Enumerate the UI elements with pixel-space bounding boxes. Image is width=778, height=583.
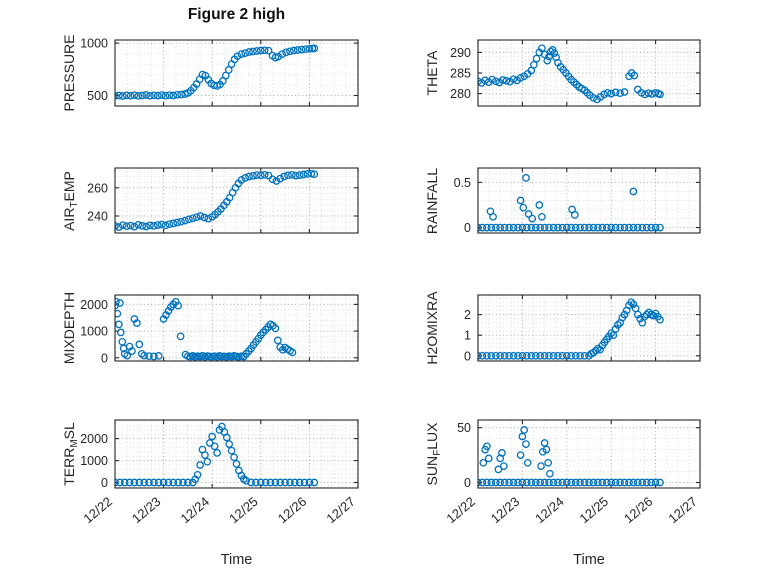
svg-text:1000: 1000	[80, 37, 108, 51]
svg-text:260: 260	[87, 181, 108, 195]
svg-text:500: 500	[87, 89, 108, 103]
svg-text:280: 280	[450, 87, 471, 101]
h2omixra-plot: 0 1 2	[464, 294, 701, 363]
subplot-pressure: 500 1000 PRESSURE	[53, 32, 382, 116]
theta-plot: 280 285 290	[450, 39, 701, 107]
svg-text:12/27: 12/27	[323, 494, 358, 526]
svg-text:12/22: 12/22	[443, 494, 478, 526]
svg-text:0: 0	[464, 349, 471, 363]
rainfall-plot: 00.5	[454, 167, 701, 235]
mixdepth-plot: 0 1000 2000	[80, 294, 359, 365]
svg-text:1: 1	[464, 329, 471, 343]
terr-msl-plot: 12/22 12/23 12/24 12/25 12/26 12/27 0 1000 2000	[80, 419, 359, 526]
svg-text:1000: 1000	[80, 325, 108, 339]
ylabel-sun-flux: SUNFLUX	[424, 422, 443, 486]
svg-text:12/26: 12/26	[621, 494, 656, 526]
svg-text:12/23: 12/23	[129, 494, 164, 526]
figure-title: Figure 2 high	[187, 6, 286, 23]
svg-text:0.5: 0.5	[454, 176, 471, 190]
sun-flux-plot: 12/22 12/23 12/24 12/25 12/26 12/27 0 50	[443, 419, 701, 526]
x-axis-label-right: Time	[573, 552, 605, 568]
subplot-terr-msl: 12/22 12/23 12/24 12/25 12/26 12/27 0 1000 2000 …	[53, 412, 382, 560]
svg-text:50: 50	[457, 421, 471, 435]
svg-text:12/27: 12/27	[665, 494, 700, 526]
subplot-rainfall: 0 0.5 RAINFALL	[416, 160, 724, 243]
svg-text:240: 240	[87, 210, 108, 224]
svg-text:0: 0	[464, 221, 471, 235]
svg-text:12/25: 12/25	[226, 494, 261, 526]
subplot-mixdepth: 0 1000 2000 MIXDEPTH	[53, 287, 382, 371]
svg-text:12/26: 12/26	[275, 494, 310, 526]
svg-text:12/22: 12/22	[80, 494, 115, 526]
svg-text:2000: 2000	[80, 432, 108, 446]
svg-text:12/25: 12/25	[577, 494, 612, 526]
subplot-theta: 280 285 290 THETA	[416, 32, 724, 116]
svg-text:0: 0	[101, 351, 108, 365]
svg-text:12/24: 12/24	[178, 494, 213, 526]
svg-text:290: 290	[450, 46, 471, 60]
svg-text:12/23: 12/23	[488, 494, 523, 526]
svg-text:2000: 2000	[80, 298, 108, 312]
svg-text:1000: 1000	[80, 454, 108, 468]
svg-text:12/24: 12/24	[532, 494, 567, 526]
air-temp-plot: 240 260	[87, 167, 359, 234]
svg-text:285: 285	[450, 67, 471, 81]
ylabel-terr-msl: TERRMSL	[61, 422, 80, 486]
subplot-sun-flux: 12/22 12/23 12/24 12/25 12/26 12/27 0 50 SUNFLU…	[416, 412, 724, 560]
svg-text:0: 0	[464, 476, 471, 490]
pressure-plot: 500 1000	[80, 37, 359, 107]
subplot-air-temp: 240 260 AIRTEMP	[53, 160, 382, 243]
svg-text:2: 2	[464, 308, 471, 322]
x-axis-label-left: Time	[220, 552, 253, 568]
svg-text:0: 0	[101, 476, 108, 490]
